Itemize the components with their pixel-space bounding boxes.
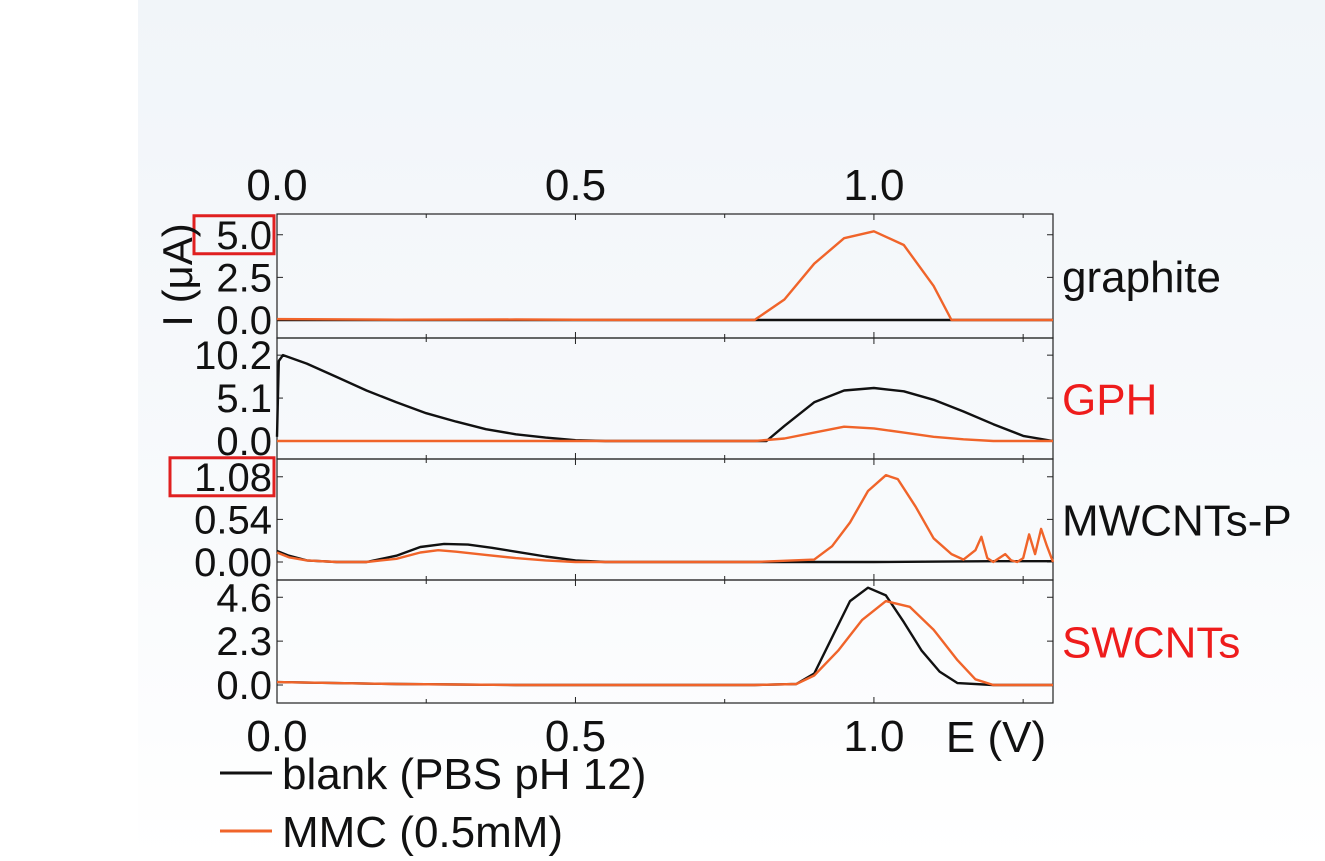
highlight-box	[168, 456, 276, 498]
bottom-x-tick-label: 0.5	[545, 712, 606, 761]
y-tick-label: 2.3	[216, 620, 272, 664]
x-axis-label: E (V)	[946, 713, 1046, 762]
series-line-blank	[275, 353, 1054, 443]
panel-label-mwcnts-p: MWCNTs-P	[1062, 497, 1292, 546]
y-tick-label: 1.08	[194, 456, 272, 500]
top-x-tick-label: 0.5	[545, 161, 606, 210]
figure-background	[138, 0, 1325, 861]
series-line-mmc	[276, 474, 1055, 564]
top-x-tick-label: 0.0	[246, 161, 307, 210]
y-tick-label: 0.0	[216, 664, 272, 708]
panel-label-swcnts: SWCNTs	[1062, 619, 1240, 668]
highlight-box	[192, 214, 276, 256]
bottom-x-tick-label: 0.0	[246, 712, 307, 761]
y-axis-label: I (μA)	[154, 223, 201, 327]
y-tick-label: 10.2	[194, 334, 272, 378]
y-tick-label: 5.1	[216, 377, 272, 421]
y-tick-label: 0.0	[216, 299, 272, 343]
y-tick-label: 4.6	[216, 576, 272, 620]
series-line-mmc	[276, 599, 1053, 687]
top-x-tick-label: 1.0	[843, 161, 904, 210]
series-line-blank	[276, 586, 1053, 687]
y-tick-label: 0.54	[194, 498, 272, 542]
series-line-mmc	[276, 230, 1053, 322]
bottom-x-tick-label: 1.0	[843, 712, 904, 761]
series-line-mmc	[277, 425, 1053, 443]
y-tick-label: 2.5	[216, 256, 272, 300]
legend-label: blank (PBS pH 12)	[282, 750, 646, 799]
y-tick-label: 5.0	[216, 214, 272, 258]
panel-label-graphite: graphite	[1062, 253, 1221, 302]
legend-label: MMC (0.5mM)	[282, 808, 563, 857]
y-tick-label: 0.00	[194, 541, 272, 585]
panel-label-gph: GPH	[1062, 376, 1157, 425]
